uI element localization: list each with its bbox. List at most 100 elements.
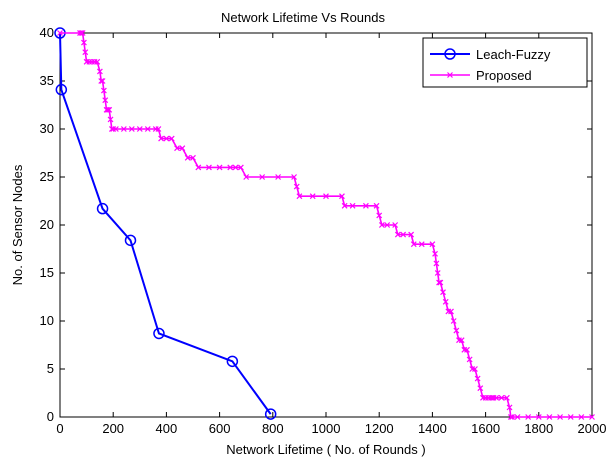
data-point [107,116,114,123]
data-point [466,356,473,363]
data-point [174,145,180,152]
x-axis: 0 200 400 600 800 1000 1200 1400 1600 1800 2000 [56,33,606,436]
series-leach-fuzzy [54,27,277,420]
y-axis: 0 5 10 15 20 25 30 35 40 [40,25,592,424]
x-tick-label: 400 [156,421,178,436]
x-tick-label: 600 [209,421,231,436]
data-point [216,164,223,171]
data-point [514,414,521,420]
x-tick-label: 800 [262,421,284,436]
data-point [509,414,516,420]
data-point [578,414,585,420]
data-point [237,164,244,171]
data-point [102,97,109,104]
data-point [410,241,417,248]
data-point [341,202,348,209]
y-tick-label: 15 [40,265,54,280]
x-tick-label: 1800 [524,421,553,436]
data-point [309,193,316,200]
data-point [136,126,143,132]
data-point [432,250,438,257]
data-point [458,337,465,344]
data-point [434,270,441,276]
data-point [55,83,68,96]
data-point [323,193,329,200]
data-point [81,39,87,46]
x-tick-label: 1200 [365,421,394,436]
series-proposed [57,30,595,420]
data-point [433,260,440,267]
y-tick-label: 40 [40,25,54,40]
data-point [153,327,165,340]
data-point [190,154,196,161]
data-point [291,174,298,180]
data-point [493,394,500,401]
data-point [100,87,107,94]
data-point [376,212,383,219]
x-tick-label: 2000 [578,421,607,436]
data-point [448,308,454,315]
legend-swatch-marker [444,48,456,60]
data-point [339,193,345,200]
data-point [179,145,186,152]
data-point [78,30,85,36]
data-point [394,231,401,238]
data-point [418,241,425,248]
data-point [506,404,513,411]
data-point [474,375,481,382]
data-point [440,289,446,296]
legend: Leach-Fuzzy Proposed [422,37,588,88]
x-tick-label: 1000 [312,421,341,436]
data-point [472,366,478,372]
data-point [442,298,449,305]
data-point [195,164,202,171]
data-point [296,193,303,200]
data-point [94,58,101,65]
data-point [464,346,470,353]
data-point [589,414,595,420]
data-point [535,414,542,420]
data-point [503,394,510,401]
x-tick-label: 200 [102,421,124,436]
data-point [408,231,415,238]
data-point [79,30,86,36]
data-point [232,164,239,171]
data-point [82,49,89,56]
data-point [557,414,564,420]
y-axis-title: No. of Sensor Nodes [10,164,25,285]
data-point [525,414,532,420]
data-point [546,414,553,420]
data-point [362,202,369,209]
data-point [163,135,170,142]
data-point [392,222,399,228]
data-point [227,164,234,171]
data-point [507,414,514,420]
data-point [155,126,162,132]
y-tick-label: 5 [47,361,54,376]
legend-box [422,37,588,88]
data-point [400,231,407,238]
data-point [124,234,137,247]
y-tick-label: 30 [40,121,54,136]
data-point [453,327,460,334]
data-point [99,78,106,84]
data-point [96,202,109,215]
data-point [243,174,250,180]
data-point [206,164,212,171]
data-point [477,385,484,392]
data-point [104,106,111,113]
data-point [106,106,113,113]
series-line [59,32,272,415]
series-layer [54,27,595,420]
data-point [437,279,444,286]
plot-area [59,32,593,418]
data-point [275,174,282,180]
data-point [57,30,63,36]
y-tick-label: 35 [40,73,54,88]
data-point [144,126,151,132]
data-point [168,135,175,142]
x-tick-label: 0 [56,421,63,436]
data-point [349,202,356,209]
x-tick-label: 1600 [471,421,500,436]
